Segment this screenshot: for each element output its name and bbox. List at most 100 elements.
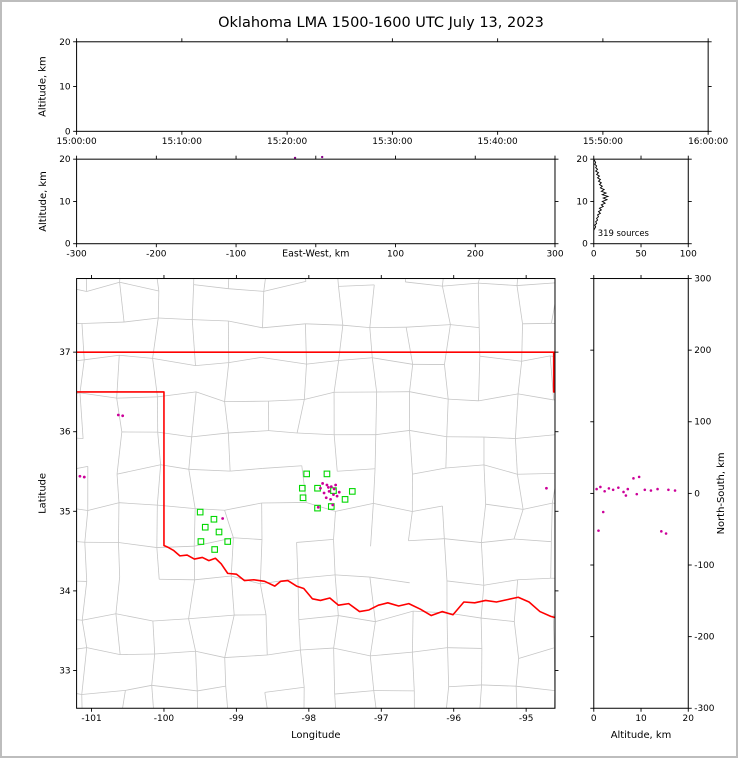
county-line (447, 647, 450, 687)
county-line (450, 324, 480, 329)
county-line (333, 434, 338, 472)
y-tick-label: 20 (576, 155, 588, 165)
county-line (125, 684, 152, 691)
x-tick-label: -100 (226, 250, 247, 260)
county-line (374, 434, 377, 469)
county-line (372, 468, 376, 504)
county-line (264, 692, 268, 709)
county-line (224, 401, 229, 433)
x-tick-label: -99 (229, 714, 244, 724)
county-line (262, 465, 302, 469)
county-line (369, 621, 376, 656)
lma-station-marker (197, 538, 205, 545)
county-line (157, 432, 162, 465)
county-line (119, 278, 121, 283)
county-line (45, 398, 47, 436)
sources-count-label: 319 sources (598, 228, 649, 238)
county-line (337, 468, 376, 472)
county-line (79, 392, 117, 399)
source-point (597, 529, 600, 532)
county-line (81, 694, 83, 709)
county-line (188, 468, 231, 472)
county-line (551, 301, 555, 324)
county-line (405, 281, 443, 287)
county-line (297, 578, 300, 620)
plan-view-axes-frame (76, 278, 556, 709)
county-line (372, 357, 413, 365)
county-line (84, 354, 120, 361)
county-line (116, 431, 123, 475)
source-point (322, 491, 326, 495)
county-line (230, 575, 235, 616)
county-line (406, 324, 451, 328)
county-line (156, 464, 162, 506)
county-line (373, 502, 413, 512)
y-tick-label: 0 (65, 240, 71, 250)
county-line (334, 694, 337, 709)
county-line (119, 354, 153, 359)
source-point (116, 413, 120, 417)
county-line (551, 322, 555, 324)
source-point (221, 517, 225, 520)
time-height-panel: 15:00:00 15:10:00 15:20:00 15:30:00 15:40:00… (38, 38, 729, 147)
county-line (297, 574, 336, 579)
y-tick-label: 10 (59, 197, 71, 207)
source-point (121, 414, 125, 418)
x-tick-label: 50 (635, 250, 647, 260)
source-point (82, 475, 86, 479)
county-line (228, 430, 269, 434)
county-line (224, 510, 234, 538)
county-line (412, 611, 414, 653)
county-line (86, 281, 120, 292)
source-point (603, 489, 606, 493)
county-line (193, 508, 196, 547)
county-line (517, 361, 523, 394)
y-tick-label: 20 (59, 155, 71, 165)
x-tick-label: 10 (635, 714, 647, 724)
county-line (188, 579, 195, 619)
x-tick-label: -200 (146, 250, 167, 260)
county-line (550, 355, 555, 358)
county-line (268, 399, 305, 402)
county-line (152, 358, 196, 367)
y-tick-label: 0 (694, 489, 700, 499)
county-line (270, 725, 304, 728)
county-line (483, 464, 518, 475)
county-line (191, 391, 197, 437)
county-line (196, 391, 225, 402)
county-line (197, 685, 226, 692)
county-line (517, 577, 551, 581)
county-line (228, 356, 262, 364)
county-line (414, 728, 444, 730)
x-tick-label: 0 (591, 250, 597, 260)
county-line (557, 434, 559, 473)
county-line (76, 288, 87, 292)
county-line (233, 537, 262, 540)
lma-station-marker (210, 515, 218, 523)
county-line (404, 278, 406, 282)
source-point (324, 496, 328, 500)
source-point (626, 487, 630, 491)
y-tick-label: 300 (694, 275, 711, 285)
source-point (595, 487, 598, 491)
county-line (554, 647, 555, 649)
state-border-line (552, 352, 555, 393)
county-line (448, 684, 482, 688)
lma-station-marker (341, 496, 349, 503)
county-line (87, 502, 120, 511)
source-point (632, 477, 635, 480)
county-line (369, 576, 410, 584)
county-line (375, 430, 410, 436)
county-line (338, 284, 375, 287)
source-point (327, 490, 331, 493)
county-line (86, 251, 122, 255)
county-line (228, 288, 264, 292)
county-line (369, 655, 375, 691)
county-line (195, 362, 229, 367)
plan-view-ylabel: Latitude (38, 473, 49, 514)
x-tick-label: 16:00:00 (688, 137, 728, 147)
county-line (155, 726, 198, 728)
county-line (409, 364, 414, 392)
source-point (607, 487, 611, 490)
plan-view-panel: -101 -100 -99 -98 -97 -96 -95 33 34 35 36 37 Longitu… (38, 251, 559, 741)
